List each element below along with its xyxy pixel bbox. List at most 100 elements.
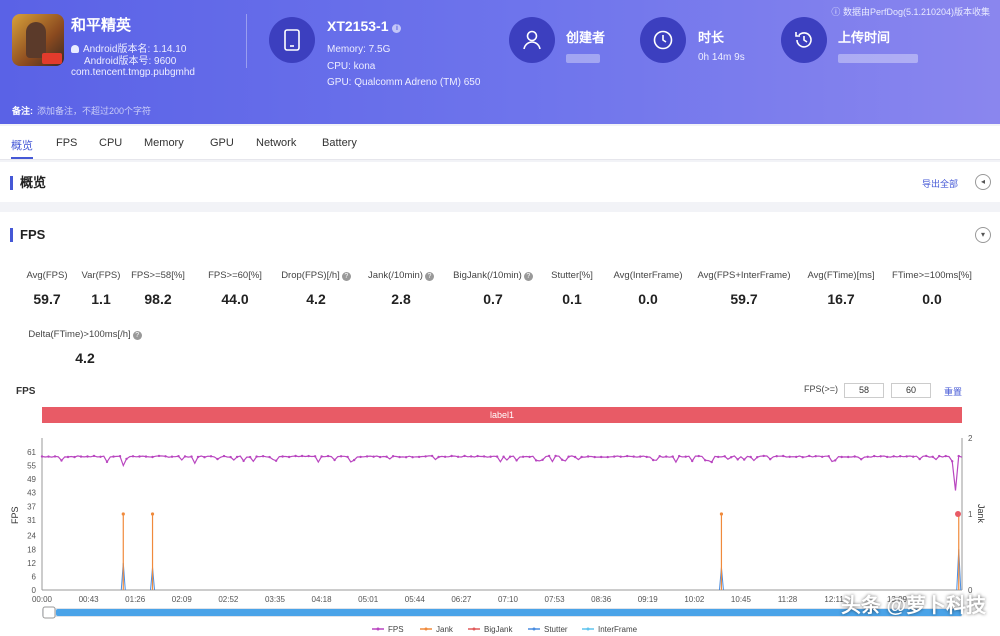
fps-point	[593, 455, 596, 459]
tab-network[interactable]: Network	[256, 137, 297, 149]
stat-item: BigJank(/10min)? 0.7	[433, 270, 553, 307]
tab-cpu[interactable]: CPU	[99, 137, 123, 149]
help-icon[interactable]: ?	[132, 331, 142, 340]
fps-point	[268, 455, 271, 459]
chart-title: FPS	[16, 386, 36, 397]
zoom-scrollbar-range[interactable]	[56, 609, 962, 616]
fps-point	[723, 455, 726, 458]
fps-threshold-low-input[interactable]: 58	[844, 383, 884, 398]
legend-item: Jank	[420, 625, 454, 634]
legend-item: Stutter	[528, 625, 568, 634]
perfdog-note: ⓘ 数据由PerfDog(5.1.210204)版本收集	[831, 7, 990, 17]
fps-point	[834, 459, 837, 462]
tab-memory[interactable]: Memory	[144, 137, 184, 149]
reset-link[interactable]: 重置	[944, 387, 963, 397]
fps-point	[417, 455, 421, 459]
fps-point	[125, 457, 128, 461]
zoom-handle-left[interactable]	[42, 606, 56, 619]
fps-threshold-label: FPS(>=)	[804, 384, 839, 394]
fps-point	[242, 459, 245, 463]
info-icon: ⓘ	[831, 7, 843, 17]
fps-point	[255, 455, 258, 458]
label-band[interactable]: label1	[42, 407, 962, 423]
fps-point	[502, 455, 505, 458]
fps-point	[534, 459, 538, 462]
fps-point	[157, 454, 161, 458]
fps-point	[183, 455, 187, 458]
note-field[interactable]: 备注: 添加备注，不超过200个字符	[12, 106, 152, 116]
fps-point	[684, 455, 687, 458]
y-tick-label: 18	[27, 545, 36, 554]
fps-point	[274, 459, 278, 462]
legend-label: InterFrame	[598, 625, 638, 634]
help-icon[interactable]: ?	[523, 272, 533, 281]
fps-point	[944, 454, 947, 458]
stat-label: FPS>=58[%]	[131, 270, 185, 281]
y2-tick-label: 1	[968, 510, 973, 519]
fps-point	[398, 455, 401, 459]
device-title: XT2153-1 i	[327, 18, 402, 34]
stat-value: 0.0	[638, 291, 658, 307]
collapse-left-button[interactable]: ◂	[975, 174, 991, 190]
fps-point	[79, 455, 83, 458]
fps-point	[821, 455, 824, 458]
tab-gpu[interactable]: GPU	[210, 137, 234, 149]
stat-label: BigJank(/10min)	[453, 270, 522, 281]
fps-point	[482, 455, 486, 458]
x-tick-label: 02:09	[172, 595, 193, 604]
legend-label: FPS	[388, 625, 404, 634]
stat-label: Var(FPS)	[81, 270, 121, 281]
fps-point	[346, 455, 349, 459]
fps-point	[541, 458, 544, 461]
tab-fps[interactable]: FPS	[56, 137, 78, 149]
info-icon[interactable]: i	[392, 24, 402, 33]
fps-point	[879, 455, 882, 458]
fps-point	[788, 455, 791, 458]
tab-overview[interactable]: 概览	[11, 137, 33, 159]
help-icon[interactable]: ?	[341, 272, 351, 281]
fps-point	[580, 455, 583, 459]
y-tick-label: 12	[27, 559, 36, 568]
fps-point	[710, 460, 713, 464]
fps-point	[931, 455, 934, 458]
fps-threshold-high-input[interactable]: 60	[891, 383, 931, 398]
fps-point	[151, 455, 154, 459]
fps-point	[235, 455, 239, 459]
collapse-down-button[interactable]: ▾	[975, 227, 991, 243]
stat-item: FPS>=58[%] 98.2	[98, 270, 218, 307]
stat-label: Stutter[%]	[551, 270, 593, 281]
fps-point	[665, 455, 668, 458]
fps-point	[873, 454, 876, 458]
x-tick-label: 01:26	[125, 595, 146, 604]
device-icon	[269, 17, 315, 63]
tab-battery[interactable]: Battery	[322, 137, 357, 149]
fps-point	[287, 455, 291, 459]
x-tick-label: 10:45	[731, 595, 752, 604]
hover-marker	[955, 511, 961, 517]
fps-point	[73, 455, 76, 459]
fps-point	[600, 455, 603, 459]
y-tick-label: 49	[27, 475, 36, 484]
export-all-link[interactable]: 导出全部	[921, 179, 958, 189]
jank-point	[719, 512, 724, 516]
legend-item: InterFrame	[582, 625, 638, 634]
fps-point	[144, 455, 148, 458]
fps-point	[918, 457, 921, 461]
stat-value: 2.8	[391, 291, 411, 307]
fps-point	[645, 455, 648, 459]
x-tick-label: 05:01	[358, 595, 379, 604]
x-tick-label: 02:52	[218, 595, 239, 604]
creator-value-redacted	[566, 54, 600, 63]
fps-point	[261, 455, 265, 458]
y-axis-label: FPS	[10, 506, 20, 524]
android-version-code: Android版本号: 9600	[84, 56, 177, 67]
stat-label: Avg(FPS)	[26, 270, 68, 281]
help-icon[interactable]: ?	[424, 272, 434, 281]
y-tick-label: 6	[32, 572, 37, 581]
fps-point	[450, 454, 453, 458]
fps-point	[658, 455, 661, 458]
fps-point	[365, 455, 369, 458]
fps-point	[437, 455, 440, 459]
stat-label: Avg(FTime)[ms]	[807, 270, 875, 281]
